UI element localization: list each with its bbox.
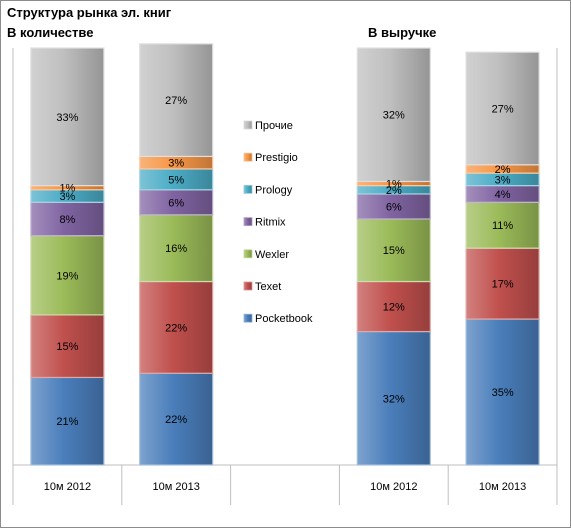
legend-label-wexler: Wexler bbox=[255, 249, 289, 261]
chart-title: Структура рынка эл. книг bbox=[7, 5, 172, 20]
legend-swatch-prestigio bbox=[243, 152, 253, 162]
bar-segment-texet-3 bbox=[465, 247, 540, 320]
category-labels: 10м 2012 10м 2013 10м 2012 10м 2013 bbox=[44, 481, 527, 493]
data-label: 15% bbox=[383, 245, 405, 257]
bar-segment-wexler-3 bbox=[465, 201, 540, 249]
data-label: 15% bbox=[56, 341, 78, 353]
data-label: 33% bbox=[56, 112, 78, 124]
legend-label-prestigio: Prestigio bbox=[255, 152, 298, 164]
data-label: 32% bbox=[383, 393, 405, 405]
bar-segment-ritmix-2 bbox=[356, 193, 431, 220]
data-label: 32% bbox=[383, 110, 405, 122]
data-label: 17% bbox=[492, 279, 514, 291]
data-label: 35% bbox=[492, 387, 514, 399]
legend-swatch-texet bbox=[243, 281, 253, 291]
data-label: 1% bbox=[386, 179, 402, 191]
legend: Прочие Prestigio Prology Ritmix Wexler Texet P… bbox=[243, 120, 313, 325]
bar-segment-ritmix-1 bbox=[139, 189, 214, 216]
legend-swatch-pocketbook bbox=[243, 313, 253, 323]
legend-swatch-прочие bbox=[243, 120, 253, 130]
category-label: 10м 2012 bbox=[44, 481, 91, 493]
bar-segment-pocketbook-2 bbox=[356, 330, 431, 466]
bar-segment-pocketbook-1 bbox=[139, 372, 214, 466]
legend-label-прочие: Прочие bbox=[255, 120, 293, 132]
group-label-quantity: В количестве bbox=[7, 25, 94, 40]
data-label: 5% bbox=[168, 174, 184, 186]
bar-segment-прочие-0 bbox=[30, 47, 105, 187]
data-label: 12% bbox=[383, 302, 405, 314]
bar-segment-texet-1 bbox=[139, 280, 214, 374]
data-label: 8% bbox=[59, 214, 75, 226]
legend-label-texet: Texet bbox=[255, 281, 281, 293]
data-label: 16% bbox=[165, 243, 187, 255]
data-label: 2% bbox=[495, 164, 511, 176]
bar-segment-прочие-3 bbox=[465, 51, 540, 166]
category-label: 10м 2012 bbox=[370, 481, 417, 493]
data-label: 27% bbox=[165, 95, 187, 107]
bar-segment-wexler-1 bbox=[139, 214, 214, 283]
data-label: 21% bbox=[56, 416, 78, 428]
data-label: 6% bbox=[168, 197, 184, 209]
data-labels: 21%15%19%8%3%1%33%22%22%16%6%5%3%27%32%1… bbox=[56, 95, 513, 428]
data-label: 3% bbox=[495, 174, 511, 186]
bar-segment-pocketbook-3 bbox=[465, 318, 540, 466]
data-label: 11% bbox=[492, 220, 513, 232]
legend-swatch-prology bbox=[243, 184, 253, 194]
bar-segment-прочие-2 bbox=[356, 47, 431, 183]
data-label: 19% bbox=[56, 270, 78, 282]
legend-swatch-ritmix bbox=[243, 217, 253, 227]
data-label: 3% bbox=[59, 191, 75, 203]
bar-segment-wexler-2 bbox=[356, 218, 431, 283]
data-label: 22% bbox=[165, 322, 187, 334]
bar-segment-прочие-1 bbox=[139, 43, 214, 158]
data-label: 22% bbox=[165, 414, 187, 426]
data-label: 1% bbox=[59, 183, 75, 195]
legend-swatch-wexler bbox=[243, 249, 253, 259]
data-label: 4% bbox=[495, 189, 511, 201]
data-label: 27% bbox=[492, 103, 514, 115]
bar-segment-ritmix-0 bbox=[30, 201, 105, 237]
bars bbox=[30, 43, 540, 466]
category-label: 10м 2013 bbox=[479, 481, 526, 493]
legend-label-pocketbook: Pocketbook bbox=[255, 313, 313, 325]
data-label: 6% bbox=[386, 201, 402, 213]
category-label: 10м 2013 bbox=[153, 481, 200, 493]
data-label: 3% bbox=[168, 158, 184, 170]
legend-label-ritmix: Ritmix bbox=[255, 217, 286, 229]
data-label: 2% bbox=[386, 185, 402, 197]
legend-label-prology: Prology bbox=[255, 184, 293, 196]
bar-segment-texet-2 bbox=[356, 280, 431, 333]
group-label-revenue: В выручке bbox=[368, 25, 437, 40]
